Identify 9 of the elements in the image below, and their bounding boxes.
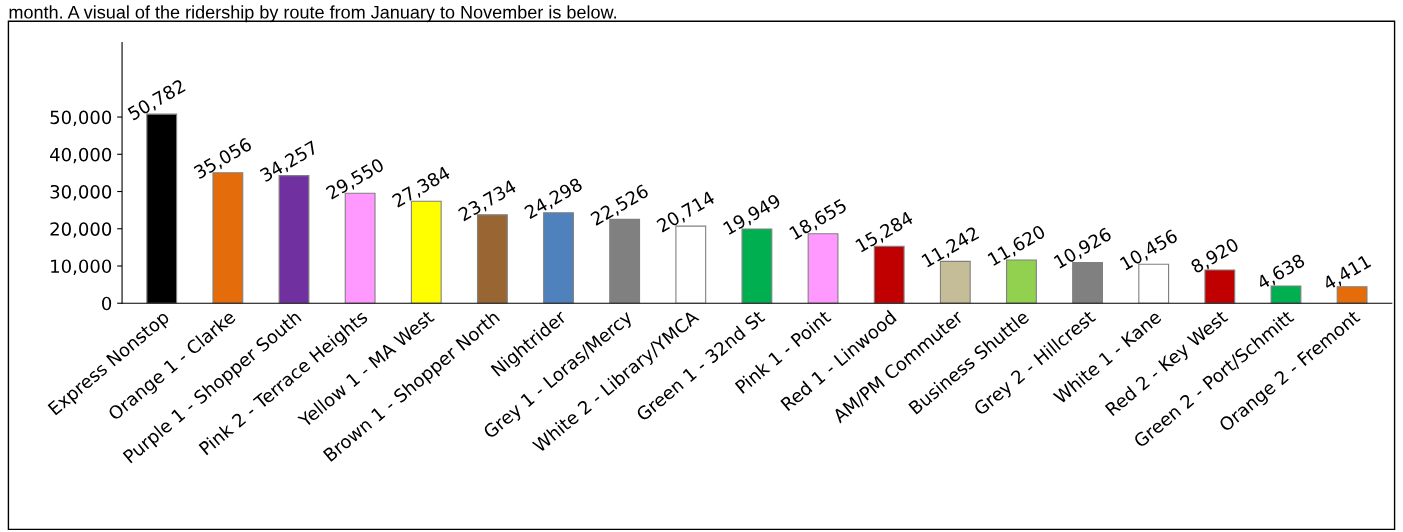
y-tick-label: 0 bbox=[102, 296, 112, 311]
y-tick-label: 40,000 bbox=[50, 147, 112, 164]
y-tick-label: 30,000 bbox=[50, 184, 112, 201]
y-tick-label: 10,000 bbox=[51, 259, 112, 275]
bar bbox=[1270, 285, 1302, 304]
y-tick-label: 20,000 bbox=[50, 222, 112, 238]
bar bbox=[1336, 286, 1368, 304]
text: month. A visual of the ridership by route from January to November is below. bbox=[9, 5, 616, 23]
y-tick-label: 50,000 bbox=[50, 110, 112, 126]
